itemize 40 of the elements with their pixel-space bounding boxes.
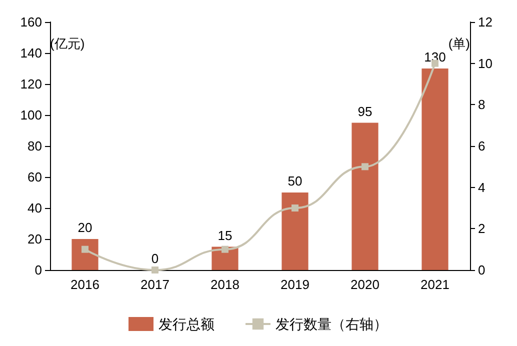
- point: [222, 246, 228, 253]
- bar: [282, 192, 308, 270]
- y-tick-label: 60: [28, 170, 42, 184]
- y2-tick-label: 4: [478, 180, 486, 195]
- y-tick-label: 160: [20, 14, 42, 30]
- y-tick-label: 120: [20, 76, 42, 92]
- x-tick-label: 2017: [140, 277, 170, 292]
- point: [82, 246, 88, 253]
- x-tick-label: 2021: [420, 277, 450, 292]
- y-tick-label: 40: [28, 200, 42, 216]
- y-tick-label: 100: [20, 108, 42, 122]
- data-label: 15: [218, 228, 232, 243]
- point: [152, 266, 158, 274]
- x-tick-label: 2016: [70, 277, 100, 292]
- y2-tick-label: 12: [478, 14, 492, 30]
- x-tick-label: 2019: [280, 277, 310, 292]
- y2-tick-label: 6: [478, 138, 486, 154]
- y-tick-label: 0: [34, 262, 42, 278]
- y2-tick-label: 10: [478, 56, 492, 71]
- data-label: 50: [288, 174, 302, 188]
- bar: [72, 239, 98, 270]
- y-tick-label: 80: [28, 138, 42, 154]
- point: [362, 163, 368, 170]
- y2-axis-title: (单): [448, 36, 470, 51]
- bar: [422, 68, 448, 270]
- y-axis-title: (亿元): [50, 36, 85, 51]
- y-tick-label: 20: [28, 232, 42, 246]
- legend-label: 发行总额: [158, 316, 214, 332]
- bar: [352, 122, 378, 270]
- y-tick-label: 140: [20, 46, 42, 60]
- data-label: 0: [151, 251, 159, 266]
- point: [292, 204, 298, 212]
- y2-tick-label: 2: [478, 221, 486, 236]
- y2-tick-label: 8: [478, 97, 486, 112]
- x-tick-label: 2018: [210, 277, 240, 292]
- y2-tick-label: 0: [478, 262, 486, 278]
- legend-label: 发行数量（右轴）: [276, 316, 388, 332]
- data-label: 20: [78, 220, 92, 235]
- x-tick-label: 2020: [350, 277, 380, 292]
- data-label: 95: [358, 104, 372, 119]
